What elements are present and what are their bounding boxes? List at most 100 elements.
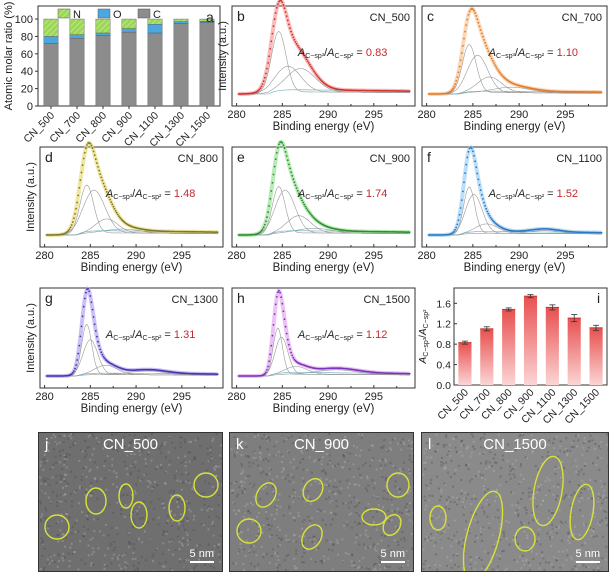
tem-texture-grain <box>355 533 358 536</box>
data-point <box>78 186 81 189</box>
tem-texture-grain <box>392 465 395 468</box>
tem-texture-grain <box>512 492 515 494</box>
x-axis-label: Binding energy (eV) <box>273 121 375 133</box>
tem-texture-grain <box>505 481 508 483</box>
tem-texture-grain <box>304 447 307 450</box>
tem-texture-grain <box>555 526 558 529</box>
tem-texture-grain <box>549 538 552 541</box>
tem-texture-grain <box>590 513 593 516</box>
sample-label: CN_500 <box>370 12 410 24</box>
tem-texture-grain <box>206 509 209 512</box>
tem-texture-grain <box>460 440 463 443</box>
tem-texture-grain <box>318 538 321 541</box>
tem-texture-grain <box>126 563 129 566</box>
tem-texture-grain <box>179 480 182 483</box>
legend-label-o: O <box>113 9 122 21</box>
tem-texture-grain <box>547 561 550 564</box>
tem-texture-grain <box>43 462 46 465</box>
x-axis-label: Binding energy (eV) <box>273 262 375 274</box>
tem-texture-grain <box>74 522 77 525</box>
data-point <box>273 18 276 21</box>
tem-texture-grain <box>177 535 180 538</box>
data-point <box>105 191 108 193</box>
ratio-annotation: AC−sp³/AC−sp² = 1.74 <box>297 188 387 201</box>
ratio-annotation: AC−sp³/AC−sp² = 1.12 <box>297 329 387 342</box>
tem-texture-grain <box>80 449 82 452</box>
tem-texture-grain <box>327 548 330 551</box>
x-tick-label: 295 <box>173 391 191 403</box>
tem-texture-grain <box>604 498 607 501</box>
tem-texture-grain <box>172 492 175 495</box>
data-point <box>600 91 603 93</box>
tem-texture-grain <box>81 473 84 476</box>
tem-texture-grain <box>496 570 499 571</box>
tem-texture-grain <box>238 447 240 450</box>
tem-texture-grain <box>407 492 409 495</box>
tem-texture-grain <box>267 570 270 571</box>
tem-texture-grain <box>492 457 495 460</box>
tem-texture-grain <box>586 550 589 553</box>
tem-texture-grain <box>451 496 454 499</box>
x-tick-label: 285 <box>81 250 99 262</box>
tem-texture-grain <box>49 500 52 503</box>
tem-texture-grain <box>239 543 242 545</box>
ratio-equals: = <box>353 188 366 200</box>
data-point <box>474 12 476 14</box>
tem-texture-grain <box>523 563 526 566</box>
tem-texture-grain <box>599 479 602 482</box>
data-point <box>468 10 471 13</box>
tem-texture-grain <box>71 442 74 445</box>
data-point <box>463 37 465 40</box>
tem-texture-grain <box>607 464 608 467</box>
tem-texture-grain <box>306 469 309 472</box>
tem-texture-grain <box>103 477 106 480</box>
tem-texture-grain <box>355 536 358 539</box>
tem-texture-grain <box>469 563 472 566</box>
ratio-sub1: C−sp³ <box>305 335 325 342</box>
tem-texture-grain <box>219 444 222 447</box>
panel-letter: e <box>237 149 245 165</box>
data-point <box>469 146 472 149</box>
tem-texture-grain <box>180 488 183 491</box>
tem-texture-grain <box>237 527 240 530</box>
tem-texture-grain <box>525 558 528 561</box>
tem-texture-grain <box>426 535 429 538</box>
tem-texture-grain <box>104 460 107 462</box>
tem-texture-grain <box>207 505 210 508</box>
tem-texture-grain <box>141 517 144 520</box>
tem-texture-grain <box>553 556 556 559</box>
tem-texture-grain <box>181 544 184 547</box>
tem-texture-grain <box>524 506 526 509</box>
tem-texture-grain <box>568 536 570 539</box>
x-tick-label: 285 <box>464 109 482 121</box>
tem-texture-grain <box>468 532 471 535</box>
tem-texture-grain <box>456 503 459 506</box>
tem-texture-grain <box>307 515 310 518</box>
tem-texture-grain <box>541 462 544 465</box>
tem-texture-grain <box>324 473 327 476</box>
ratio-sub1: C−sp³ <box>305 194 325 201</box>
tem-texture-grain <box>122 493 125 496</box>
tem-texture-grain <box>293 534 296 536</box>
data-point <box>278 0 280 3</box>
tem-texture-grain <box>530 491 533 494</box>
tem-texture-grain <box>462 444 465 447</box>
tem-texture-grain <box>248 517 251 519</box>
tem-texture-grain <box>205 469 208 472</box>
tem-texture-grain <box>155 547 158 550</box>
tem-texture-grain <box>492 568 495 571</box>
tem-texture-grain <box>570 515 573 518</box>
tem-texture-grain <box>301 451 304 454</box>
data-point <box>456 76 459 78</box>
tem-texture-grain <box>429 537 432 540</box>
tem-texture-grain <box>553 528 556 531</box>
tem-texture-grain <box>447 524 450 527</box>
data-point <box>93 154 96 157</box>
tem-texture-grain <box>423 462 426 464</box>
tem-texture-grain <box>559 566 562 569</box>
tem-texture-grain <box>552 512 555 515</box>
data-point <box>270 344 273 347</box>
x-tick-label: 280 <box>417 250 435 262</box>
tem-texture-grain <box>130 464 133 467</box>
